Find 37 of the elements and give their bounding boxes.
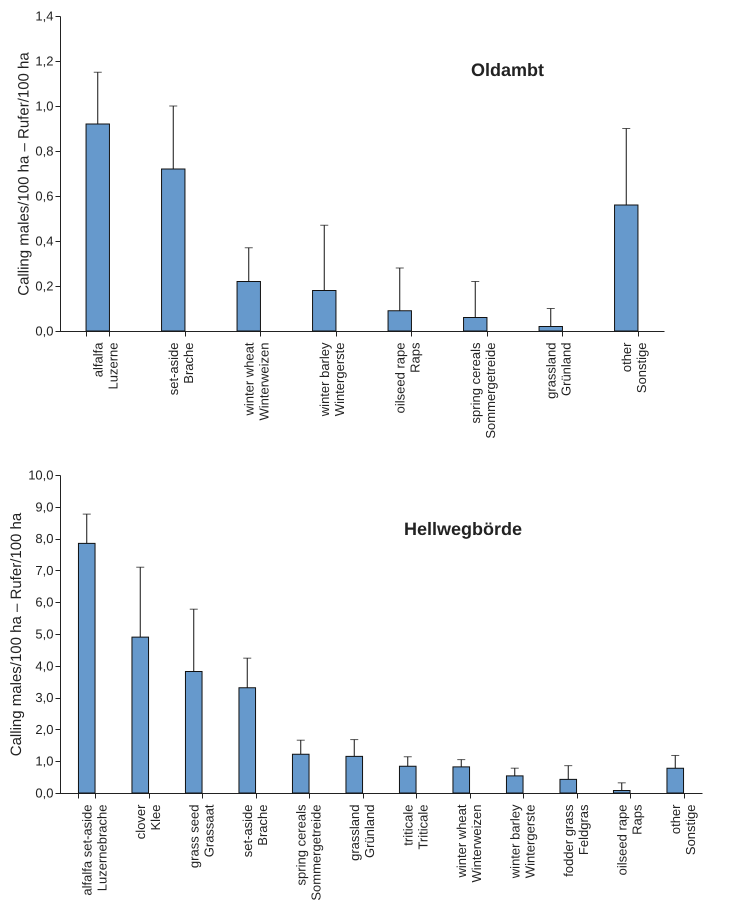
x-tick-label: set-aside Brache <box>166 342 196 396</box>
x-tick-label: alfalfa set-aside Luzernebrache <box>79 804 110 896</box>
x-tick-label: fodder grass Feldgras <box>560 804 591 877</box>
x-tick-label: other Sonstige <box>618 342 649 394</box>
x-tick-label: oilseed rape Raps <box>614 804 644 876</box>
y-axis-title: Calling males/100 ha – Rufer/100 ha <box>8 512 26 756</box>
x-tick-label: alfalfa Luzerne <box>90 342 120 390</box>
y-tick-label: 9,0 <box>35 499 54 514</box>
y-tick-label: 5,0 <box>35 626 54 642</box>
y-tick-label: 0,0 <box>35 324 54 338</box>
text: Hellwegbörde <box>404 519 522 539</box>
x-tick-label: winter barley Wintergerste <box>316 342 347 418</box>
y-tick-label: 0,8 <box>35 144 54 158</box>
x-tick-label: grass seed Grassaat <box>186 804 216 868</box>
y-tick-label: 1,2 <box>35 54 54 68</box>
y-tick-label: 10,0 <box>28 468 54 482</box>
x-tick-label: set-aside Brache <box>240 804 270 858</box>
y-tick-label: 1,0 <box>35 98 54 114</box>
y-tick-label: 0,4 <box>35 234 54 248</box>
x-tick-label: other Sonstige <box>668 804 698 856</box>
x-tick-label: oilseed rape Raps <box>392 342 422 414</box>
y-tick-label: 6,0 <box>35 594 54 610</box>
y-tick-label: 2,0 <box>35 722 54 737</box>
text: Oldambt <box>470 60 544 80</box>
x-tick-label: triticale Triticale <box>400 804 430 850</box>
x-tick-label: grassland Grünland <box>543 342 574 399</box>
y-axis-title: Calling males/100 ha – Rufer/100 ha <box>15 52 32 296</box>
y-tick-label: 1,0 <box>35 754 54 769</box>
y-tick-label: 4,0 <box>35 658 54 674</box>
y-tick-label: 1,4 <box>35 8 54 24</box>
x-tick-label: clover Klee <box>132 804 163 840</box>
y-tick-label: 8,0 <box>35 531 54 546</box>
y-tick-label: 7,0 <box>35 562 54 578</box>
y-tick-label: 0,0 <box>35 786 54 800</box>
y-tick-label: 0,6 <box>35 188 54 204</box>
y-tick-label: 3,0 <box>35 690 54 706</box>
y-tick-label: 0,2 <box>35 278 54 294</box>
